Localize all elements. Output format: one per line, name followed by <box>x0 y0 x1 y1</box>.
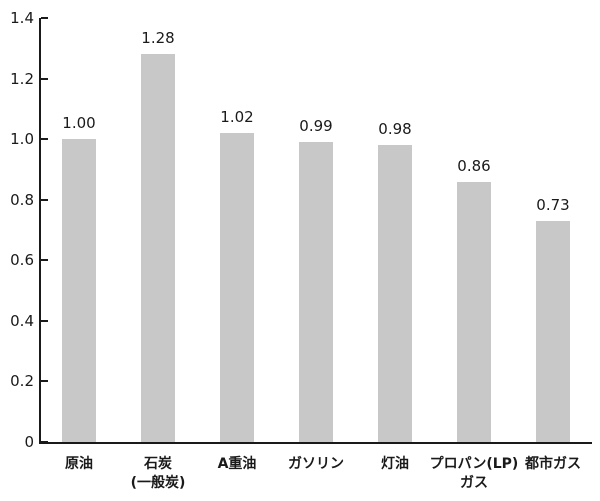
category-label-line: プロパン(LP) <box>429 456 519 472</box>
category-label-line: ガソリン <box>288 456 344 472</box>
y-axis-tick-label: 0.4 <box>10 312 34 330</box>
y-axis-tick <box>41 320 48 322</box>
x-axis-category-label: 原油 <box>29 455 129 474</box>
y-axis-line <box>39 18 41 443</box>
y-axis-tick-label: 0.2 <box>10 372 34 390</box>
category-label-line: (一般炭) <box>130 475 186 491</box>
bar <box>220 133 254 442</box>
bar-value-label: 0.98 <box>378 120 412 138</box>
x-axis-category-label: 灯油 <box>345 455 445 474</box>
x-axis-line <box>39 442 592 444</box>
y-axis-tick <box>41 259 48 261</box>
x-axis-category-label: 都市ガス <box>503 455 600 474</box>
bar-value-label: 0.99 <box>299 117 333 135</box>
y-axis-tick <box>41 199 48 201</box>
bar <box>457 182 491 442</box>
y-axis-tick-label: 1.4 <box>10 9 34 27</box>
y-axis-tick <box>41 138 48 140</box>
category-label-line: A重油 <box>217 456 257 472</box>
bar-value-label: 0.86 <box>457 157 491 175</box>
bar <box>141 54 175 442</box>
bar-value-label: 1.02 <box>220 108 254 126</box>
bar <box>62 139 96 442</box>
y-axis-tick <box>41 441 48 443</box>
category-label-line: 原油 <box>65 456 93 472</box>
x-axis-category-label: 石炭 (一般炭) <box>108 455 208 493</box>
bar <box>536 221 570 442</box>
y-axis-tick <box>41 78 48 80</box>
bar <box>299 142 333 442</box>
x-axis-category-label: A重油 <box>187 455 287 474</box>
y-axis-tick-label: 0.6 <box>10 251 34 269</box>
category-label-line: 灯油 <box>381 456 409 472</box>
y-axis-tick <box>41 17 48 19</box>
bar-value-label: 1.28 <box>141 29 175 47</box>
y-axis-tick <box>41 380 48 382</box>
category-label-line: 都市ガス <box>525 456 581 472</box>
bar <box>378 145 412 442</box>
y-axis-tick-label: 0 <box>24 433 34 451</box>
y-axis-tick-label: 1.0 <box>10 130 34 148</box>
bar-value-label: 1.00 <box>62 114 96 132</box>
category-label-line: ガス <box>460 475 488 491</box>
x-axis-category-label: プロパン(LP) ガス <box>424 455 524 493</box>
x-axis-category-label: ガソリン <box>266 455 366 474</box>
y-axis-tick-label: 1.2 <box>10 70 34 88</box>
y-axis-tick-label: 0.8 <box>10 191 34 209</box>
bar-value-label: 0.73 <box>536 196 570 214</box>
category-label-line: 石炭 <box>144 456 172 472</box>
